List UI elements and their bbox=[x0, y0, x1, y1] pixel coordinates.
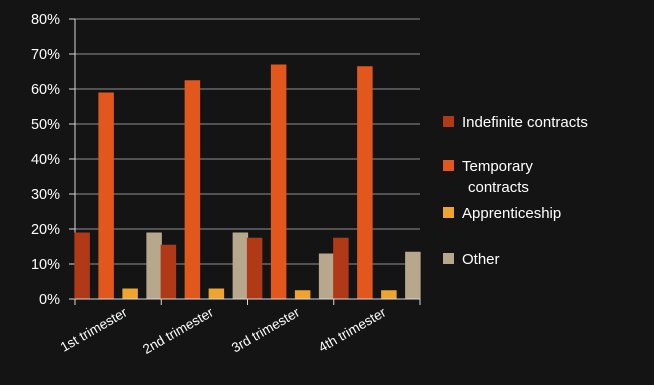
bar-other-4 bbox=[405, 251, 421, 299]
bar-indefinite-contracts-3 bbox=[246, 237, 263, 299]
bar-temporary-contracts-3 bbox=[270, 64, 287, 299]
bar-apprenticeship-1 bbox=[122, 288, 138, 299]
bar-indefinite-contracts-2 bbox=[160, 244, 177, 299]
legend: Indefinite contracts Temporary contracts Ap… bbox=[443, 114, 588, 268]
legend-label: Temporary contracts bbox=[462, 158, 533, 196]
y-tick-label: 20% bbox=[31, 222, 60, 238]
bar-apprenticeship-2 bbox=[208, 288, 225, 299]
bar-temporary-contracts-2 bbox=[184, 80, 201, 299]
bar-other-2 bbox=[232, 232, 249, 299]
bars bbox=[74, 64, 421, 299]
x-category-label: 2nd trimester bbox=[140, 304, 216, 357]
y-tick-label: 40% bbox=[31, 152, 60, 168]
legend-swatch-apprenticeship bbox=[443, 207, 454, 218]
legend-swatch-temporary-contracts bbox=[443, 160, 454, 171]
x-axis: 1st trimester 2nd trimester 3rd trimester 4… bbox=[58, 298, 421, 357]
bar-temporary-contracts-4 bbox=[357, 66, 373, 299]
x-category-label: 3rd trimester bbox=[229, 304, 303, 355]
legend-label: Apprenticeship bbox=[462, 205, 561, 222]
legend-label: Other bbox=[462, 251, 500, 268]
y-tick-label: 0% bbox=[39, 292, 60, 308]
legend-label: Indefinite contracts bbox=[462, 114, 588, 131]
y-tick-label: 70% bbox=[31, 47, 60, 63]
bar-indefinite-contracts-4 bbox=[333, 237, 349, 299]
bar-other-3 bbox=[318, 253, 335, 299]
y-tick-label: 10% bbox=[31, 257, 60, 273]
bar-apprenticeship-4 bbox=[381, 290, 397, 299]
legend-swatch-indefinite-contracts bbox=[443, 116, 454, 127]
bar-indefinite-contracts-1 bbox=[74, 232, 90, 299]
y-tick-label: 30% bbox=[31, 187, 60, 203]
y-tick-label: 80% bbox=[31, 12, 60, 28]
x-category-label: 1st trimester bbox=[58, 304, 130, 354]
bar-temporary-contracts-1 bbox=[98, 92, 114, 299]
gridlines bbox=[75, 18, 420, 265]
x-category-label: 4th trimester bbox=[316, 304, 389, 355]
bar-apprenticeship-3 bbox=[294, 290, 311, 299]
bar-other-1 bbox=[146, 232, 162, 299]
y-tick-label: 60% bbox=[31, 82, 60, 98]
y-axis: 0% 10% 20% 30% 40% 50% 60% 70% 80% bbox=[31, 12, 76, 308]
legend-swatch-other bbox=[443, 253, 454, 264]
y-tick-label: 50% bbox=[31, 117, 60, 133]
